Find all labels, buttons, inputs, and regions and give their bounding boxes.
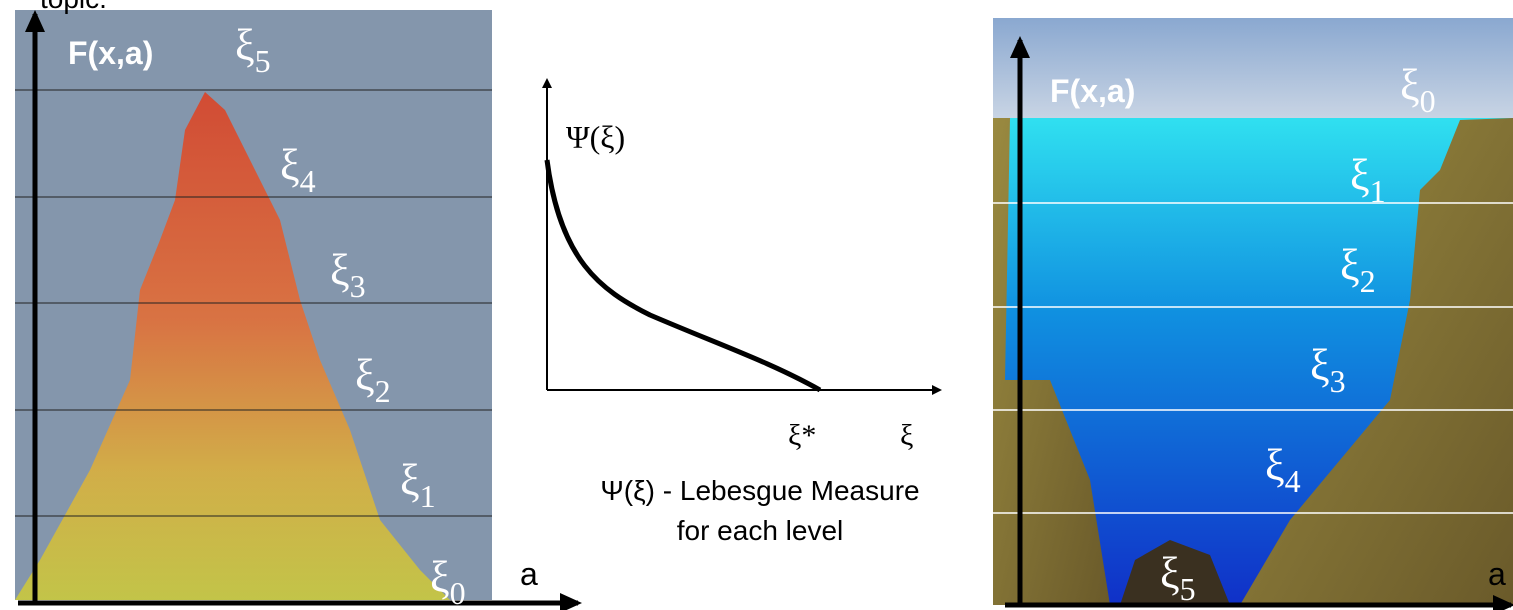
xi-star: ξ* — [788, 419, 816, 452]
level-label: ξ1 — [1350, 151, 1386, 209]
level-label: ξ2 — [355, 351, 391, 409]
level-symbol: ξ — [1310, 341, 1330, 390]
level-label: ξ1 — [400, 456, 436, 514]
level-subscript: 1 — [1370, 173, 1386, 209]
level-label: ξ2 — [1340, 241, 1376, 299]
y-label: F(x,a) — [1050, 73, 1135, 109]
x-label: a — [520, 556, 538, 592]
right-cliff — [1240, 118, 1513, 605]
level-symbol: ξ — [355, 351, 375, 400]
mountain — [15, 92, 450, 600]
level-symbol: ξ — [330, 246, 350, 295]
level-label: ξ3 — [330, 246, 366, 304]
level-subscript: 2 — [1360, 263, 1376, 299]
xi-label: ξ — [900, 419, 913, 452]
sky — [993, 18, 1513, 118]
level-subscript: 2 — [375, 373, 391, 409]
water-level-lines — [993, 202, 1513, 514]
level-label: ξ5 — [1160, 549, 1196, 607]
x-label: a — [1488, 556, 1506, 592]
level-subscript: 4 — [1285, 463, 1301, 499]
level-subscript: 5 — [255, 43, 271, 79]
level-label: ξ0 — [1400, 61, 1436, 119]
level-label: ξ4 — [1265, 441, 1301, 499]
caption-line: for each level — [677, 515, 844, 546]
level-subscript: 5 — [1180, 571, 1196, 607]
psi-label: Ψ(ξ) — [566, 119, 625, 155]
level-subscript: 1 — [420, 478, 436, 514]
level-subscript: 3 — [1330, 363, 1346, 399]
level-label: ξ3 — [1310, 341, 1346, 399]
level-symbol: ξ — [280, 141, 300, 190]
level-subscript: 4 — [300, 163, 316, 199]
y-label: F(x,a) — [68, 35, 153, 71]
caption-line: Ψ(ξ) - Lebesgue Measure — [600, 475, 919, 506]
rock — [1120, 540, 1230, 605]
level-symbol: ξ — [1265, 441, 1285, 490]
level-subscript: 3 — [350, 268, 366, 304]
psi-curve — [544, 159, 822, 393]
level-label: ξ4 — [280, 141, 316, 199]
level-lines — [15, 89, 492, 517]
level-symbol: ξ — [400, 456, 420, 505]
level-label: ξ0 — [430, 553, 466, 610]
title: topic. — [40, 0, 107, 14]
level-symbol: ξ — [1350, 151, 1370, 200]
level-symbol: ξ — [1340, 241, 1360, 290]
level-symbol: ξ — [1400, 61, 1420, 110]
level-subscript: 0 — [450, 575, 466, 610]
level-symbol: ξ — [235, 21, 255, 70]
level-label: ξ5 — [235, 21, 271, 79]
level-symbol: ξ — [1160, 549, 1180, 598]
level-symbol: ξ — [430, 553, 450, 602]
level-subscript: 0 — [1420, 83, 1436, 119]
